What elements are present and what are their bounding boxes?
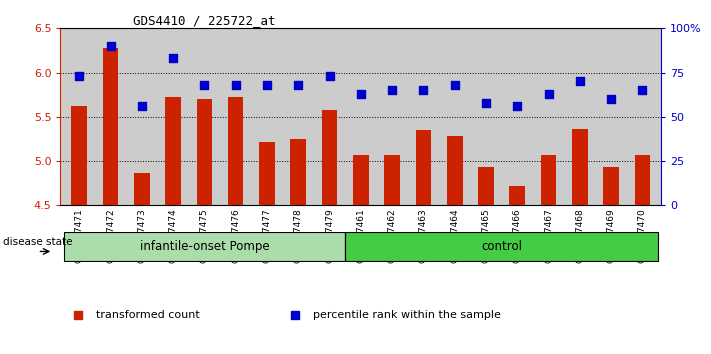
Text: control: control	[481, 240, 522, 253]
Point	[105, 43, 116, 49]
Bar	[345, 233, 658, 261]
Point	[230, 82, 241, 88]
Point	[136, 103, 147, 109]
Bar	[165, 97, 181, 205]
Point	[292, 82, 304, 88]
Point	[449, 82, 461, 88]
Bar	[102, 48, 118, 205]
Text: percentile rank within the sample: percentile rank within the sample	[313, 310, 501, 320]
Bar	[353, 155, 369, 205]
Point	[73, 73, 85, 79]
Text: infantile-onset Pompe: infantile-onset Pompe	[139, 240, 269, 253]
Point	[324, 73, 335, 79]
Point	[512, 103, 523, 109]
Bar	[228, 97, 243, 205]
Bar	[510, 186, 525, 205]
Text: GDS4410 / 225722_at: GDS4410 / 225722_at	[132, 14, 275, 27]
Point	[198, 82, 210, 88]
Point	[543, 91, 555, 97]
Point	[355, 91, 367, 97]
Bar	[71, 106, 87, 205]
Bar	[541, 155, 557, 205]
Bar	[604, 167, 619, 205]
Bar	[290, 139, 306, 205]
Bar	[572, 129, 588, 205]
Point	[167, 56, 178, 61]
Point	[387, 87, 398, 93]
Point	[606, 96, 617, 102]
Point	[261, 82, 272, 88]
Point	[637, 87, 648, 93]
Bar	[321, 110, 337, 205]
Bar	[635, 155, 651, 205]
Text: transformed count: transformed count	[97, 310, 201, 320]
Text: disease state: disease state	[3, 238, 73, 247]
Bar	[63, 233, 345, 261]
Bar	[416, 130, 432, 205]
Bar	[447, 136, 463, 205]
Bar	[134, 172, 149, 205]
Point	[418, 87, 429, 93]
Point	[519, 23, 530, 28]
Point	[481, 100, 492, 105]
Bar	[479, 167, 494, 205]
Point	[574, 79, 586, 84]
Bar	[385, 155, 400, 205]
Bar	[196, 99, 212, 205]
Bar	[259, 142, 274, 205]
